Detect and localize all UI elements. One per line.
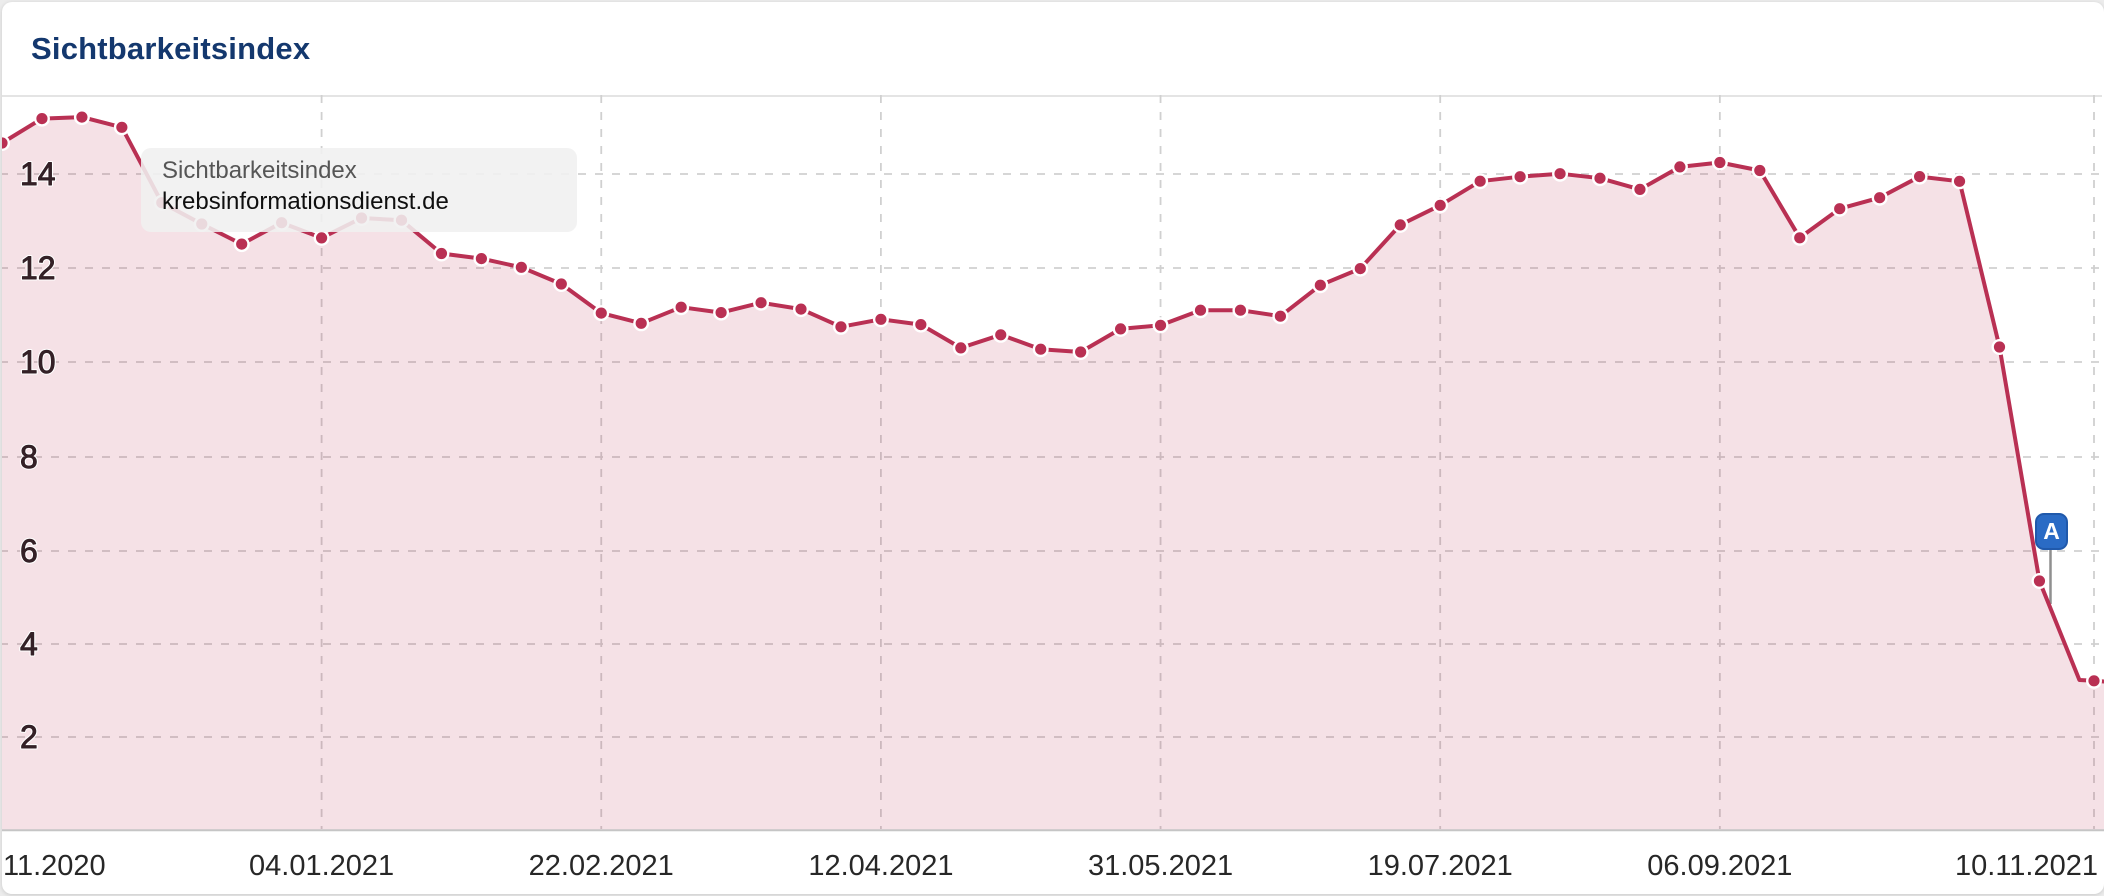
svg-text:10.11.2021: 10.11.2021	[1955, 850, 2098, 882]
svg-text:12.04.2021: 12.04.2021	[808, 850, 953, 882]
svg-text:04.01.2021: 04.01.2021	[249, 850, 394, 882]
svg-text:8: 8	[20, 439, 38, 475]
svg-text:4: 4	[20, 626, 38, 662]
svg-text:12: 12	[20, 250, 56, 286]
svg-text:2: 2	[20, 719, 38, 755]
svg-text:31.05.2021: 31.05.2021	[1088, 850, 1233, 882]
svg-text:19.07.2021: 19.07.2021	[1368, 850, 1513, 882]
svg-text:06.09.2021: 06.09.2021	[1647, 850, 1792, 882]
svg-text:22.02.2021: 22.02.2021	[529, 850, 674, 882]
svg-text:10: 10	[20, 344, 56, 380]
svg-text:10: 10	[20, 344, 56, 380]
svg-text:4: 4	[20, 626, 38, 662]
svg-text:12: 12	[20, 250, 56, 286]
svg-text:6: 6	[20, 533, 38, 569]
svg-text:14: 14	[20, 156, 56, 192]
svg-text:2: 2	[20, 719, 38, 755]
svg-text:11.2020: 11.2020	[3, 850, 106, 882]
svg-text:14: 14	[20, 156, 56, 192]
svg-text:6: 6	[20, 533, 38, 569]
svg-text:8: 8	[20, 439, 38, 475]
